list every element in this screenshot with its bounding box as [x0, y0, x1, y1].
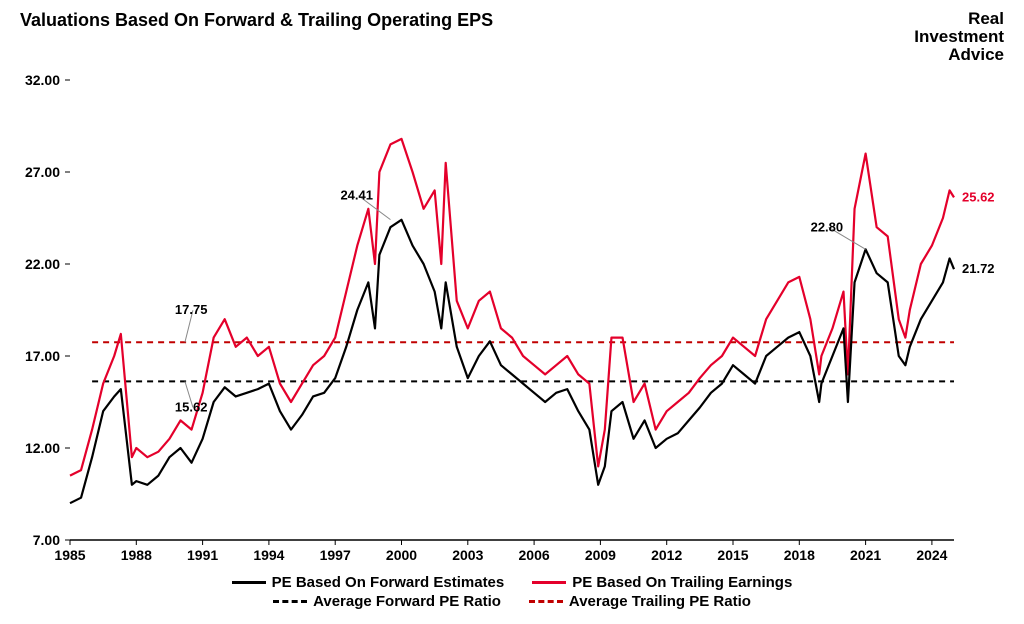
legend-swatch: [532, 581, 566, 584]
svg-text:1991: 1991: [187, 547, 218, 563]
legend-item: Average Forward PE Ratio: [273, 593, 501, 610]
svg-text:22.00: 22.00: [25, 256, 60, 272]
svg-text:22.80: 22.80: [811, 219, 844, 234]
legend-swatch: [529, 600, 563, 603]
legend-swatch: [273, 600, 307, 603]
legend-label: PE Based On Trailing Earnings: [572, 574, 792, 591]
legend-swatch: [232, 581, 266, 584]
svg-text:17.00: 17.00: [25, 348, 60, 364]
svg-text:1997: 1997: [320, 547, 351, 563]
svg-text:2018: 2018: [784, 547, 815, 563]
svg-text:24.41: 24.41: [340, 187, 373, 202]
svg-text:1994: 1994: [253, 547, 284, 563]
legend-label: Average Forward PE Ratio: [313, 593, 501, 610]
svg-text:17.75: 17.75: [175, 302, 208, 317]
svg-text:2006: 2006: [519, 547, 550, 563]
svg-text:12.00: 12.00: [25, 440, 60, 456]
chart-legend: PE Based On Forward Estimates PE Based On…: [20, 574, 1004, 610]
svg-text:2021: 2021: [850, 547, 881, 563]
legend-row: PE Based On Forward Estimates PE Based On…: [20, 574, 1004, 591]
logo-line: Real: [914, 10, 1004, 28]
chart-title: Valuations Based On Forward & Trailing O…: [20, 10, 493, 31]
svg-text:21.72: 21.72: [962, 261, 995, 276]
chart-container: 7.00 12.00 17.00 22.00 27.00 32.00 1985 1988 199…: [20, 70, 1004, 570]
legend-item: PE Based On Trailing Earnings: [532, 574, 792, 591]
legend-item: PE Based On Forward Estimates: [232, 574, 505, 591]
brand-logo: Real Investment Advice: [914, 10, 1004, 64]
svg-text:2015: 2015: [717, 547, 748, 563]
legend-row: Average Forward PE Ratio Average Trailing…: [20, 593, 1004, 610]
svg-text:7.00: 7.00: [33, 532, 60, 548]
legend-label: Average Trailing PE Ratio: [569, 593, 751, 610]
svg-text:2009: 2009: [585, 547, 616, 563]
logo-line: Advice: [914, 46, 1004, 64]
svg-text:2000: 2000: [386, 547, 417, 563]
legend-label: PE Based On Forward Estimates: [272, 574, 505, 591]
line-chart: 7.00 12.00 17.00 22.00 27.00 32.00 1985 1988 199…: [20, 70, 1004, 570]
legend-item: Average Trailing PE Ratio: [529, 593, 751, 610]
svg-text:2024: 2024: [916, 547, 947, 563]
svg-text:25.62: 25.62: [962, 189, 995, 204]
svg-text:1988: 1988: [121, 547, 152, 563]
svg-text:1985: 1985: [54, 547, 85, 563]
svg-text:27.00: 27.00: [25, 164, 60, 180]
svg-text:32.00: 32.00: [25, 72, 60, 88]
svg-text:2012: 2012: [651, 547, 682, 563]
svg-text:15.62: 15.62: [175, 399, 208, 414]
svg-text:2003: 2003: [452, 547, 483, 563]
logo-line: Investment: [914, 28, 1004, 46]
